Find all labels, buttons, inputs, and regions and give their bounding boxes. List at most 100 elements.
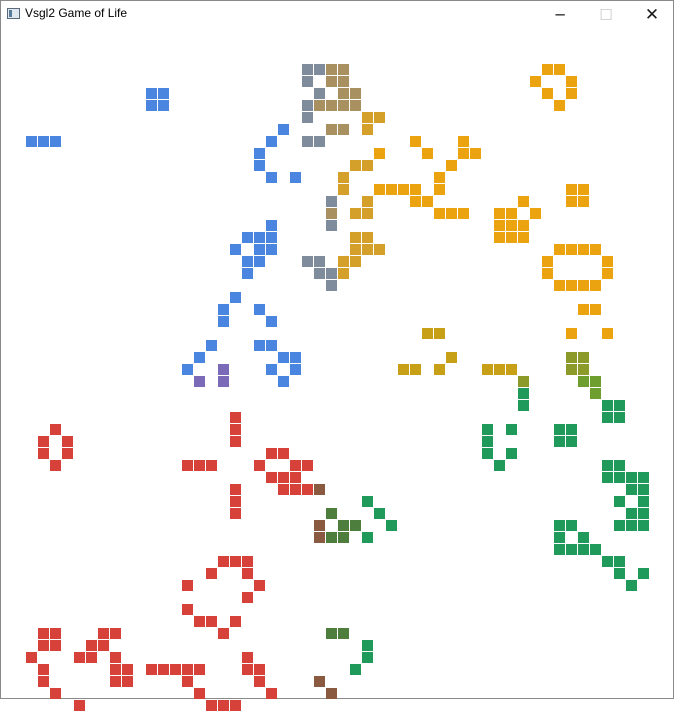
live-cell [350, 244, 361, 255]
live-cell [494, 220, 505, 231]
live-cell [506, 424, 517, 435]
live-cell [254, 460, 265, 471]
live-cell [266, 136, 277, 147]
live-cell [122, 664, 133, 675]
live-cell [338, 100, 349, 111]
live-cell [362, 112, 373, 123]
live-cell [482, 448, 493, 459]
live-cell [566, 364, 577, 375]
live-cell [110, 664, 121, 675]
live-cell [146, 664, 157, 675]
live-cell [578, 532, 589, 543]
live-cell [422, 148, 433, 159]
live-cell [362, 244, 373, 255]
live-cell [230, 292, 241, 303]
live-cell [314, 64, 325, 75]
live-cell [518, 220, 529, 231]
live-cell [290, 460, 301, 471]
live-cell [566, 544, 577, 555]
live-cell [266, 472, 277, 483]
live-cell [578, 376, 589, 387]
live-cell [242, 232, 253, 243]
live-cell [602, 412, 613, 423]
live-cell [254, 676, 265, 687]
live-cell [338, 76, 349, 87]
live-cell [482, 424, 493, 435]
live-cell [542, 88, 553, 99]
live-cell [242, 664, 253, 675]
live-cell [566, 328, 577, 339]
live-cell [434, 364, 445, 375]
live-cell [386, 184, 397, 195]
live-cell [374, 508, 385, 519]
live-cell [506, 220, 517, 231]
live-cell [338, 256, 349, 267]
live-cell [614, 460, 625, 471]
live-cell [302, 112, 313, 123]
live-cell [218, 364, 229, 375]
live-cell [326, 508, 337, 519]
live-cell [374, 244, 385, 255]
live-cell [506, 448, 517, 459]
live-cell [422, 196, 433, 207]
live-cell [62, 436, 73, 447]
live-cell [194, 460, 205, 471]
live-cell [26, 652, 37, 663]
close-button[interactable]: ✕ [629, 1, 674, 28]
live-cell [326, 64, 337, 75]
live-cell [518, 400, 529, 411]
live-cell [614, 472, 625, 483]
live-cell [410, 136, 421, 147]
maximize-icon: ☐ [599, 5, 613, 24]
live-cell [278, 376, 289, 387]
live-cell [218, 316, 229, 327]
live-cell [494, 208, 505, 219]
live-cell [326, 100, 337, 111]
live-cell [362, 496, 373, 507]
live-cell [338, 124, 349, 135]
live-cell [230, 700, 241, 711]
live-cell [566, 76, 577, 87]
live-cell [254, 664, 265, 675]
live-cell [266, 244, 277, 255]
live-cell [326, 76, 337, 87]
title-bar[interactable]: Vsgl2 Game of Life ─ ☐ ✕ [1, 1, 673, 28]
live-cell [242, 268, 253, 279]
minimize-button[interactable]: ─ [537, 1, 583, 28]
live-cell [110, 652, 121, 663]
live-cell [350, 208, 361, 219]
live-cell [614, 568, 625, 579]
live-cell [266, 448, 277, 459]
live-cell [194, 664, 205, 675]
live-cell [542, 268, 553, 279]
live-cell [350, 256, 361, 267]
live-cell [554, 244, 565, 255]
live-cell [578, 196, 589, 207]
live-cell [182, 580, 193, 591]
live-cell [410, 196, 421, 207]
live-cell [362, 160, 373, 171]
live-cell [242, 556, 253, 567]
game-board[interactable] [1, 28, 673, 711]
maximize-button[interactable]: ☐ [583, 1, 629, 28]
live-cell [326, 268, 337, 279]
live-cell [338, 88, 349, 99]
live-cell [302, 460, 313, 471]
live-cell [554, 544, 565, 555]
live-cell [602, 460, 613, 471]
live-cell [242, 256, 253, 267]
live-cell [254, 148, 265, 159]
live-cell [338, 532, 349, 543]
live-cell [158, 664, 169, 675]
live-cell [290, 172, 301, 183]
live-cell [422, 328, 433, 339]
live-cell [614, 412, 625, 423]
live-cell [278, 124, 289, 135]
live-cell [554, 64, 565, 75]
live-cell [602, 268, 613, 279]
live-cell [638, 484, 649, 495]
live-cell [290, 352, 301, 363]
live-cell [398, 364, 409, 375]
live-cell [218, 700, 229, 711]
